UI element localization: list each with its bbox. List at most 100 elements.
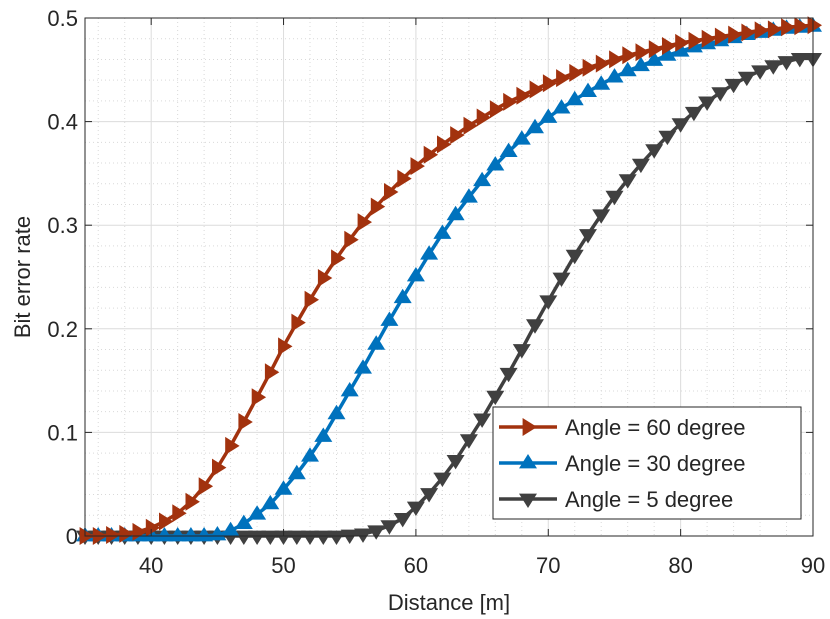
data-point [552, 272, 571, 287]
data-point [198, 477, 214, 496]
data-point [605, 68, 624, 83]
data-point [106, 526, 121, 544]
data-point [327, 530, 346, 545]
data-point [340, 529, 359, 544]
data-point [446, 205, 465, 221]
data-point [688, 31, 703, 50]
data-point [714, 27, 730, 46]
data-point [790, 53, 809, 68]
data-point [119, 524, 134, 543]
data-point [195, 527, 214, 542]
axes-box [84, 17, 814, 537]
data-point [618, 61, 637, 77]
data-point [314, 530, 333, 545]
data-point [393, 513, 412, 528]
x-tick-label: 40 [139, 553, 163, 578]
data-point [450, 126, 465, 145]
data-point [446, 455, 465, 470]
data-point [274, 530, 293, 545]
data-point [357, 213, 372, 232]
data-point [234, 514, 253, 529]
legend-entry: Angle = 5 degree [499, 487, 733, 512]
legend-marker [522, 418, 537, 436]
data-point [724, 78, 743, 94]
data-point [234, 530, 253, 545]
data-point [301, 530, 319, 545]
data-point [473, 413, 492, 428]
data-point [569, 63, 584, 82]
data-point [238, 413, 253, 431]
data-point [145, 518, 161, 537]
data-point [459, 188, 478, 203]
data-point [304, 290, 319, 309]
data-point [155, 527, 174, 542]
data-point [675, 33, 690, 52]
data-point [314, 427, 333, 442]
legend-label: Angle = 30 degree [565, 451, 745, 476]
data-point [542, 74, 558, 93]
data-point [486, 390, 505, 406]
y-axis-label: Bit error rate [10, 216, 35, 338]
legend-marker [519, 454, 537, 469]
data-point [645, 51, 664, 66]
data-point [622, 46, 637, 65]
data-point [592, 75, 611, 90]
data-point [406, 267, 425, 282]
legend-entry: Angle = 30 degree [499, 451, 745, 476]
data-point [370, 197, 386, 216]
data-point [459, 434, 478, 449]
data-point [711, 87, 730, 102]
data-point [512, 130, 531, 145]
data-point [781, 18, 796, 37]
data-point [367, 335, 386, 350]
data-point [671, 118, 690, 133]
data-point [185, 492, 200, 511]
minor-grid [85, 18, 813, 536]
data-point [367, 525, 386, 540]
data-point [648, 40, 664, 59]
x-tick-labels: 40 50 60 70 80 90 [139, 553, 825, 578]
data-point [344, 230, 359, 249]
data-point [582, 58, 597, 77]
data-point [728, 25, 743, 44]
data-point [526, 118, 544, 134]
data-point [635, 43, 650, 62]
data-point [291, 313, 306, 332]
data-point [274, 480, 293, 495]
data-point [340, 382, 359, 397]
data-point [248, 530, 267, 545]
data-point [539, 108, 558, 123]
data-point [751, 65, 770, 80]
legend-label: Angle = 60 degree [565, 415, 745, 440]
data-point [605, 190, 624, 206]
data-point [181, 527, 200, 542]
y-tick-label: 0 [66, 524, 78, 549]
data-point [380, 520, 399, 535]
axis-ticks [85, 17, 814, 537]
data-point [526, 319, 544, 334]
data-point [618, 174, 637, 189]
data-point [684, 106, 703, 122]
data-point [671, 42, 690, 57]
data-point [556, 69, 571, 88]
y-tick-label: 0.4 [47, 110, 78, 135]
data-point [264, 363, 280, 382]
data-point [278, 337, 293, 356]
legend-entry: Angle = 60 degree [499, 415, 745, 440]
y-tick-label: 0.2 [47, 317, 78, 342]
data-point [499, 367, 518, 383]
data-point [764, 60, 783, 75]
data-point [579, 82, 597, 97]
data-point [420, 488, 439, 503]
data-point [287, 530, 306, 545]
data-point [579, 229, 597, 244]
data-point [168, 527, 187, 542]
data-point [208, 526, 227, 541]
data-point [807, 16, 822, 35]
data-point [698, 96, 717, 111]
data-point [609, 50, 624, 69]
y-tick-label: 0.1 [47, 420, 78, 445]
data-point [595, 54, 611, 73]
data-point [516, 86, 531, 105]
